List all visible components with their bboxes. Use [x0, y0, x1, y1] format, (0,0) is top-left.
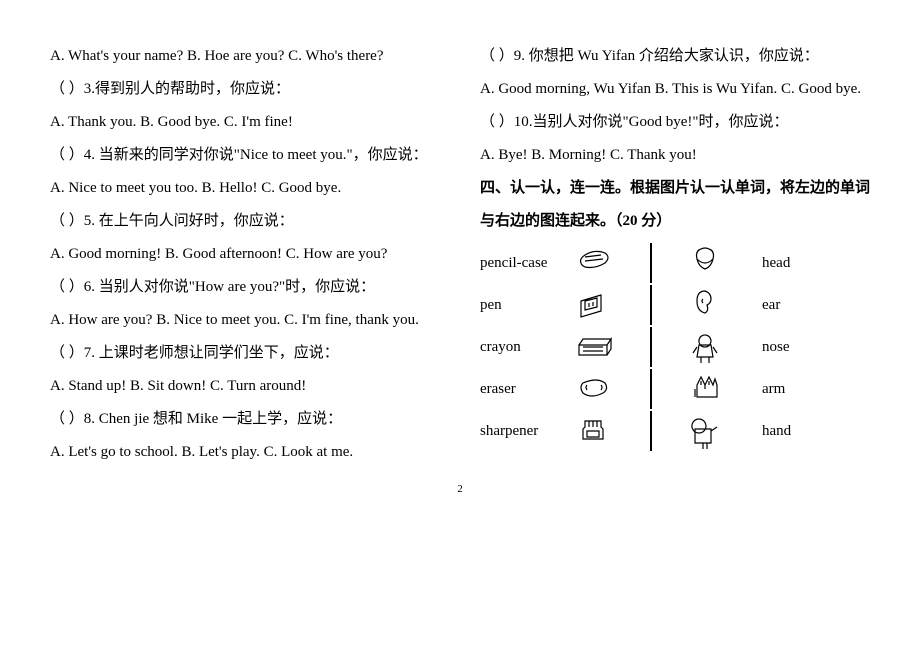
divider [650, 243, 652, 283]
q5-choices: A. Good morning! B. Good afternoon! C. H… [50, 238, 440, 271]
match-row: sharpener hand [480, 410, 870, 452]
match-right-word: hand [742, 415, 870, 448]
q8-choices: A. Let's go to school. B. Let's play. C.… [50, 436, 440, 469]
q3: （ ）3.得到别人的帮助时，你应说： [50, 73, 440, 106]
match-left-icon [560, 375, 630, 403]
divider [650, 369, 652, 409]
match-left-icon [560, 333, 630, 361]
q7-choices: A. Stand up! B. Sit down! C. Turn around… [50, 370, 440, 403]
left-column: A. What's your name? B. Hoe are you? C. … [50, 40, 440, 469]
q2-choices: A. What's your name? B. Hoe are you? C. … [50, 40, 440, 73]
matching-table: pencil-case head pen ear crayon nose eraser arm… [480, 242, 870, 452]
match-row: eraser arm [480, 368, 870, 410]
match-right-word: head [742, 247, 870, 280]
match-right-icon [672, 245, 742, 281]
match-left-word: pen [480, 289, 560, 322]
q4-choices: A. Nice to meet you too. B. Hello! C. Go… [50, 172, 440, 205]
match-left-word: sharpener [480, 415, 560, 448]
match-right-icon [672, 413, 742, 449]
q3-choices: A. Thank you. B. Good bye. C. I'm fine! [50, 106, 440, 139]
q9-choices: A. Good morning, Wu Yifan B. This is Wu … [480, 73, 870, 106]
match-right-word: nose [742, 331, 870, 364]
q6-choices: A. How are you? B. Nice to meet you. C. … [50, 304, 440, 337]
match-row: pencil-case head [480, 242, 870, 284]
divider [650, 411, 652, 451]
match-left-icon [560, 417, 630, 445]
page-number: 2 [50, 477, 870, 501]
match-left-word: pencil-case [480, 247, 560, 280]
match-left-word: eraser [480, 373, 560, 406]
right-column: （ ）9. 你想把 Wu Yifan 介绍给大家认识，你应说： A. Good … [480, 40, 870, 469]
q9: （ ）9. 你想把 Wu Yifan 介绍给大家认识，你应说： [480, 40, 870, 73]
match-right-icon [672, 371, 742, 407]
section4-title: 四、认一认，连一连。根据图片认一认单词，将左边的单词与右边的图连起来。（20 分… [480, 172, 870, 238]
q10: （ ）10.当别人对你说"Good bye!"时，你应说： [480, 106, 870, 139]
divider [650, 285, 652, 325]
match-right-icon [672, 287, 742, 323]
match-right-icon [672, 329, 742, 365]
match-row: pen ear [480, 284, 870, 326]
match-left-word: crayon [480, 331, 560, 364]
q4: （ ）4. 当新来的同学对你说"Nice to meet you."，你应说： [50, 139, 440, 172]
divider [650, 327, 652, 367]
match-left-icon [560, 249, 630, 277]
match-right-word: arm [742, 373, 870, 406]
q6: （ ）6. 当别人对你说"How are you?"时，你应说： [50, 271, 440, 304]
q8: （ ）8. Chen jie 想和 Mike 一起上学，应说： [50, 403, 440, 436]
q10-choices: A. Bye! B. Morning! C. Thank you! [480, 139, 870, 172]
q5: （ ）5. 在上午向人问好时，你应说： [50, 205, 440, 238]
q7: （ ）7. 上课时老师想让同学们坐下，应说： [50, 337, 440, 370]
match-left-icon [560, 291, 630, 319]
match-row: crayon nose [480, 326, 870, 368]
match-right-word: ear [742, 289, 870, 322]
